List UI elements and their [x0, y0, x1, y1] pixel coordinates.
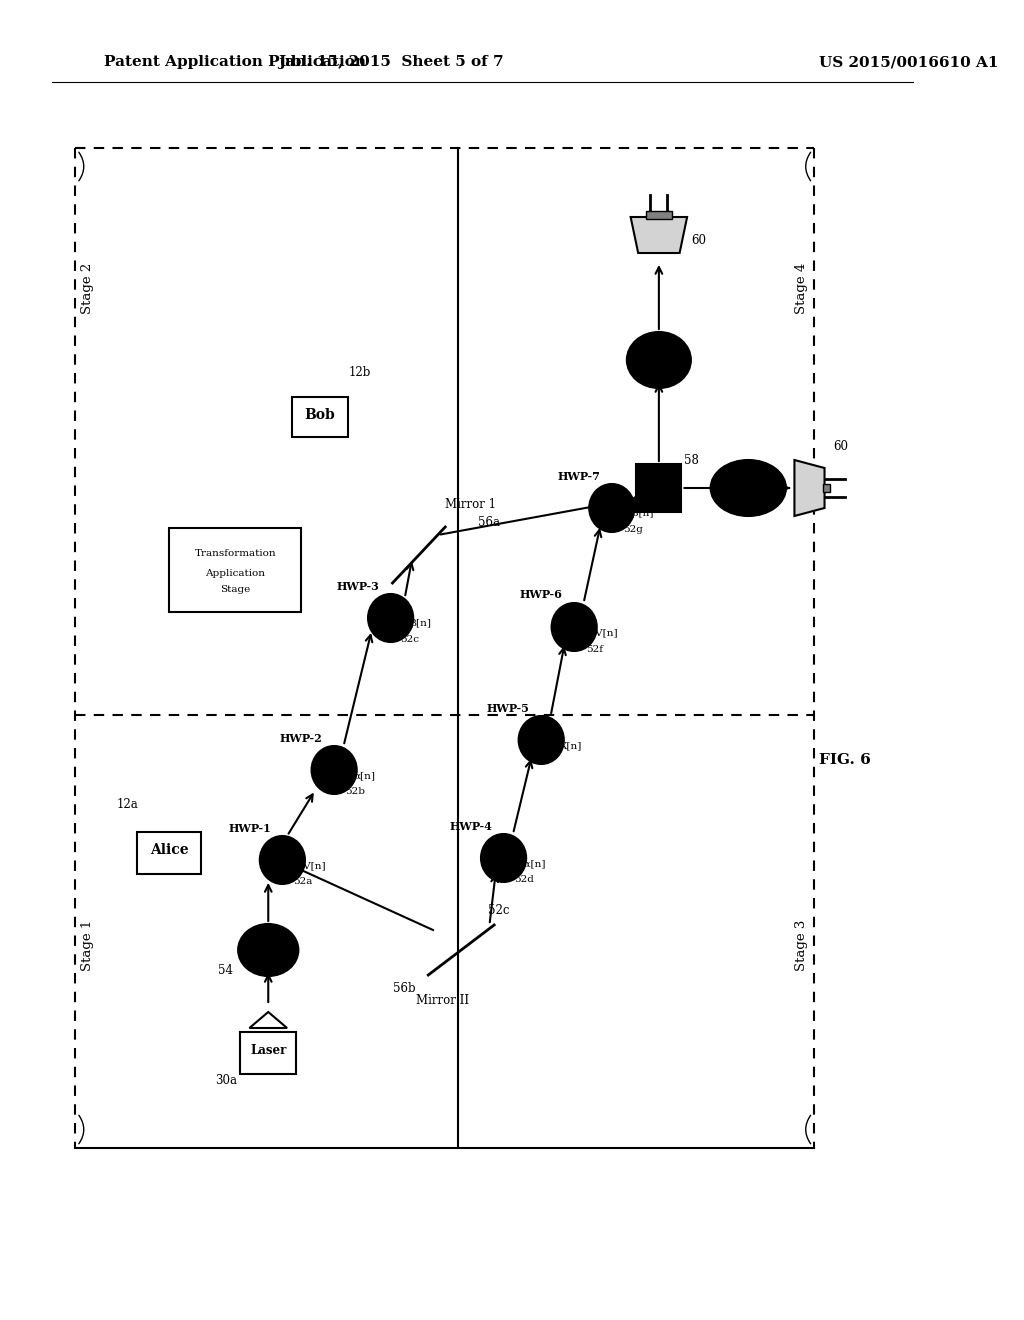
Text: Stage 4: Stage 4 — [796, 263, 809, 314]
Text: Stage 2: Stage 2 — [81, 263, 94, 314]
Text: ****: **** — [734, 480, 762, 495]
Text: HWP-2: HWP-2 — [280, 733, 323, 743]
Text: -β[n]: -β[n] — [630, 510, 654, 519]
Text: HWP-4: HWP-4 — [450, 821, 493, 832]
Text: 52f: 52f — [587, 644, 603, 653]
Bar — [636, 465, 682, 512]
Bar — [822, 484, 830, 492]
Text: Jan. 15, 2015  Sheet 5 of 7: Jan. 15, 2015 Sheet 5 of 7 — [278, 55, 504, 69]
Circle shape — [272, 850, 292, 870]
Ellipse shape — [252, 936, 285, 965]
Ellipse shape — [641, 345, 677, 375]
Circle shape — [381, 609, 400, 628]
Text: 0°: 0° — [263, 954, 273, 964]
Circle shape — [552, 603, 597, 651]
Polygon shape — [795, 459, 824, 516]
Text: Laser: Laser — [250, 1044, 287, 1056]
Text: 52g: 52g — [623, 525, 642, 535]
Ellipse shape — [627, 333, 691, 388]
Ellipse shape — [711, 459, 786, 516]
Circle shape — [531, 730, 551, 750]
Text: IV[n]: IV[n] — [591, 628, 617, 638]
Text: 52d: 52d — [514, 875, 535, 884]
Circle shape — [481, 834, 526, 882]
Circle shape — [495, 847, 513, 869]
Text: FIG. 6: FIG. 6 — [819, 752, 870, 767]
Text: α[n]: α[n] — [353, 771, 375, 780]
Text: Transformation: Transformation — [195, 549, 276, 557]
Text: 52c: 52c — [488, 903, 510, 916]
Text: β[n]: β[n] — [411, 619, 431, 628]
Circle shape — [564, 616, 584, 638]
Circle shape — [518, 715, 564, 764]
Text: 12a: 12a — [116, 799, 138, 812]
Ellipse shape — [239, 924, 298, 975]
Text: Stage 3: Stage 3 — [796, 919, 809, 970]
Text: HWP-5: HWP-5 — [486, 702, 529, 714]
Text: HWP-6: HWP-6 — [520, 590, 562, 601]
Circle shape — [325, 760, 344, 780]
Text: 12b: 12b — [348, 367, 371, 380]
Circle shape — [368, 594, 414, 642]
Text: HWP-3: HWP-3 — [336, 581, 379, 591]
FancyBboxPatch shape — [169, 528, 301, 612]
Text: IV[n]: IV[n] — [299, 862, 326, 870]
Text: 30a: 30a — [215, 1073, 237, 1086]
Text: 56b: 56b — [393, 982, 416, 994]
Text: US 2015/0016610 A1: US 2015/0016610 A1 — [819, 55, 998, 69]
Text: Application: Application — [206, 569, 265, 578]
Text: Patent Application Publication: Patent Application Publication — [103, 55, 366, 69]
Text: 52a: 52a — [294, 878, 312, 887]
Text: BS-50/50: BS-50/50 — [636, 483, 682, 492]
FancyBboxPatch shape — [292, 397, 348, 437]
FancyBboxPatch shape — [137, 832, 202, 874]
Text: Pol-1: Pol-1 — [255, 939, 282, 948]
Text: Alice: Alice — [151, 843, 188, 857]
Text: Bob: Bob — [305, 408, 336, 422]
Text: 52c: 52c — [400, 635, 419, 644]
Text: Mirror II: Mirror II — [416, 994, 469, 1006]
Text: 60: 60 — [834, 440, 848, 453]
Bar — [646, 211, 672, 219]
Text: 90°: 90° — [650, 366, 668, 375]
Circle shape — [589, 484, 635, 532]
Text: 52b: 52b — [345, 788, 365, 796]
Text: -α[n]: -α[n] — [521, 859, 547, 869]
Polygon shape — [631, 216, 687, 253]
Circle shape — [311, 746, 356, 795]
Text: Stage: Stage — [220, 586, 251, 594]
Text: 54: 54 — [218, 964, 233, 977]
Text: Pol-4: Pol-4 — [646, 347, 672, 356]
Circle shape — [260, 836, 305, 884]
Polygon shape — [250, 1012, 287, 1028]
Text: Mirror 1: Mirror 1 — [445, 499, 497, 511]
FancyBboxPatch shape — [240, 1032, 297, 1074]
Text: HWP-1: HWP-1 — [228, 822, 270, 833]
Text: X[n]: X[n] — [560, 742, 583, 751]
Text: Stage 1: Stage 1 — [81, 919, 94, 970]
Text: 58: 58 — [684, 454, 699, 466]
Circle shape — [602, 498, 622, 517]
Text: 60: 60 — [691, 234, 706, 247]
Text: 56a: 56a — [478, 516, 501, 529]
Text: HWP-7: HWP-7 — [557, 470, 600, 482]
